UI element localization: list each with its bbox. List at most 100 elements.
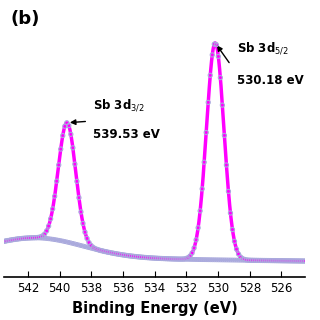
- Point: [26, 236, 31, 241]
- Point: [123, 253, 128, 258]
- Point: [202, 257, 207, 262]
- Point: [111, 251, 116, 256]
- Point: [238, 254, 243, 260]
- Point: [127, 253, 132, 258]
- Point: [76, 195, 82, 200]
- Point: [276, 258, 282, 263]
- Point: [250, 258, 255, 263]
- Point: [44, 228, 49, 234]
- Point: [197, 208, 203, 213]
- Point: [121, 252, 126, 258]
- Point: [52, 237, 57, 242]
- Text: Sb 3d$_{5/2}$: Sb 3d$_{5/2}$: [237, 41, 289, 56]
- Point: [204, 257, 209, 262]
- Point: [129, 253, 134, 259]
- Point: [171, 256, 176, 261]
- Point: [240, 258, 245, 263]
- Point: [268, 258, 273, 263]
- Point: [270, 258, 276, 263]
- Point: [214, 42, 219, 47]
- Point: [99, 248, 104, 253]
- Point: [74, 242, 79, 247]
- Point: [24, 236, 29, 241]
- Point: [46, 236, 51, 241]
- Point: [86, 240, 92, 245]
- Point: [2, 239, 7, 244]
- Point: [232, 258, 237, 263]
- Point: [230, 227, 235, 232]
- Point: [167, 256, 172, 261]
- Point: [216, 257, 221, 262]
- Point: [117, 252, 122, 257]
- Point: [60, 133, 65, 138]
- Point: [232, 239, 237, 244]
- Point: [84, 244, 90, 250]
- Point: [42, 231, 47, 236]
- Point: [62, 124, 67, 129]
- Point: [127, 253, 132, 258]
- Point: [260, 258, 265, 263]
- Point: [141, 255, 146, 260]
- Point: [24, 236, 29, 241]
- Point: [143, 255, 148, 260]
- Point: [117, 252, 122, 257]
- Point: [135, 254, 140, 259]
- Point: [97, 248, 102, 253]
- Point: [163, 256, 168, 261]
- Point: [89, 246, 94, 251]
- Point: [92, 247, 98, 252]
- Point: [169, 256, 174, 261]
- Point: [107, 250, 112, 255]
- Point: [8, 237, 13, 243]
- Point: [246, 258, 251, 263]
- Point: [258, 258, 263, 263]
- Point: [32, 235, 37, 240]
- Point: [64, 239, 69, 244]
- Point: [268, 258, 273, 263]
- Point: [270, 258, 276, 263]
- Point: [228, 211, 233, 216]
- Point: [303, 259, 308, 264]
- Point: [30, 235, 35, 240]
- Point: [200, 257, 205, 262]
- Point: [289, 258, 294, 263]
- Point: [28, 235, 33, 240]
- Point: [151, 255, 156, 260]
- Point: [180, 257, 185, 262]
- Point: [38, 236, 43, 241]
- Point: [252, 258, 257, 263]
- Point: [183, 256, 188, 261]
- Point: [165, 256, 170, 261]
- Point: [283, 258, 288, 263]
- Point: [284, 258, 290, 263]
- Point: [149, 255, 154, 260]
- Point: [264, 258, 269, 263]
- Point: [236, 258, 241, 263]
- Point: [129, 253, 134, 259]
- Point: [70, 145, 76, 150]
- Point: [254, 258, 259, 263]
- Point: [99, 248, 104, 253]
- Point: [210, 257, 215, 262]
- Point: [157, 256, 162, 261]
- Point: [214, 257, 219, 262]
- Point: [295, 258, 300, 263]
- Point: [36, 235, 41, 240]
- Point: [72, 162, 77, 167]
- Point: [107, 250, 112, 255]
- Point: [10, 237, 15, 242]
- Point: [291, 258, 296, 263]
- Point: [189, 257, 195, 262]
- Point: [64, 120, 69, 125]
- Point: [299, 259, 304, 264]
- Point: [224, 257, 229, 262]
- Point: [22, 236, 27, 241]
- Point: [240, 256, 245, 261]
- Point: [70, 241, 76, 246]
- Point: [272, 258, 277, 263]
- Point: [22, 236, 27, 241]
- Point: [139, 255, 144, 260]
- Point: [74, 179, 79, 184]
- Point: [149, 255, 154, 260]
- Point: [137, 254, 142, 260]
